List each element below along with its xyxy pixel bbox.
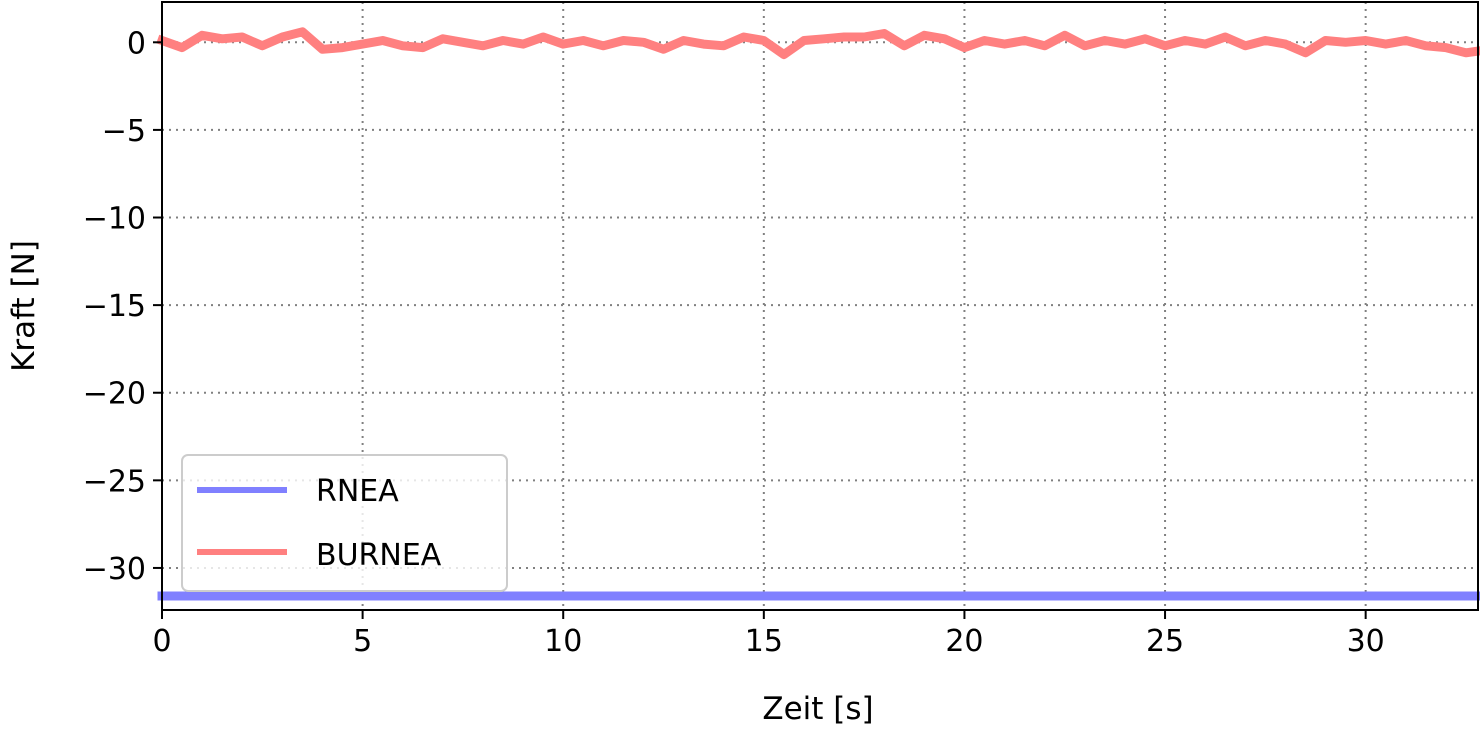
y-tick-label: −5 [102,114,146,149]
y-tick-label: −30 [83,552,146,587]
legend-label-rnea: RNEA [316,474,399,509]
y-tick-label: −15 [83,289,146,324]
y-tick-label: −10 [83,202,146,237]
series-line-burnea [156,27,1480,60]
x-tick-label: 15 [745,624,783,659]
x-tick-label: 10 [544,624,582,659]
y-tick-label: 0 [127,26,146,61]
x-axis-label: Zeit [s] [762,691,873,727]
legend-label-burnea: BURNEA [316,538,442,573]
x-tick-label: 5 [353,624,372,659]
y-tick-label: −25 [83,464,146,499]
x-tick-label: 25 [1146,624,1184,659]
y-tick-label: −20 [83,377,146,412]
y-axis-label: Kraft [N] [6,240,42,372]
x-tick-label: 30 [1347,624,1385,659]
x-axis-ticks: 0 5 10 15 20 25 30 [152,610,1385,659]
x-tick-label: 20 [945,624,983,659]
series-layer [156,27,1480,601]
y-axis-ticks: 0 −5 −10 −15 −20 −25 −30 [83,26,162,587]
legend: RNEA BURNEA [181,454,508,592]
x-tick-label: 0 [152,624,171,659]
